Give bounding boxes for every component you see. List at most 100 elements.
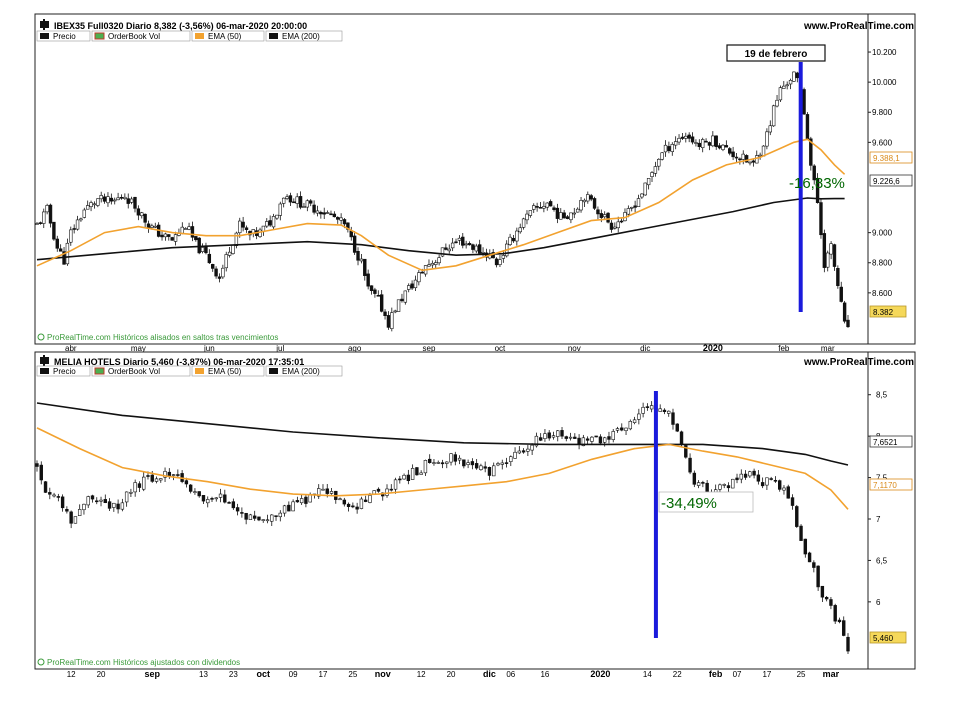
melia-candle-body [278,512,282,518]
melia-candle-body [398,478,402,481]
ibex-candle-body [447,248,451,252]
ibex-candle-body [140,212,144,217]
ibex-ema50-label-box [869,151,913,164]
ibex-candle-body [305,200,310,208]
ibex-candle-body [792,71,796,82]
ibex-candle-body [325,212,330,214]
ibex-candle-body [640,193,644,198]
melia-x-tick-label: 14 [643,670,652,679]
ibex-candle-body [35,223,39,225]
ibex-candle-body [464,243,468,246]
melia-candle-body [692,472,697,485]
melia-legend-label-ema200: EMA (200) [282,367,320,376]
ibex-candle-body [136,208,141,216]
melia-candle-body [543,433,547,439]
melia-legend-item-ema200[interactable] [265,365,343,377]
melia-x-tick-label: 16 [540,670,549,679]
melia-legend-item-orderbook[interactable] [91,365,191,377]
melia-x-tick-label: 25 [797,670,806,679]
ibex-candle-body [511,237,516,242]
ibex-candle-body [572,212,576,215]
ibex-candle-body [819,202,823,236]
melia-candle-body [39,464,43,481]
ibex-ema50-label: 9.388,1 [873,154,900,163]
ibex-candle-body [295,196,299,204]
melia-ema200-label-box [869,435,913,448]
ibex-candle-body [707,142,712,146]
melia-candle-body [257,516,261,521]
melia-ema50-line [36,427,849,510]
ibex-candle-body [515,230,519,242]
melia-candle-body [513,451,517,459]
ibex-candle-body [278,203,282,216]
melia-candle-body [265,519,270,522]
ibex-legend-item-orderbook[interactable] [91,30,191,42]
ibex-x-tick-label: may [131,344,146,353]
ibex-candle-body [369,285,374,291]
ibex-candle-body [542,206,546,209]
ibex-candle-body [393,310,397,313]
melia-candle-body [483,466,487,469]
melia-x-tick-label: 06 [506,670,515,679]
ibex-candle-body [194,236,198,241]
melia-candle-body [449,453,453,463]
ibex-candle-body [322,212,326,215]
melia-candle-body [812,562,816,568]
ibex-candle-body [400,298,404,302]
melia-x-tick-label: 2020 [590,669,610,679]
ibex-candle-body [788,79,793,85]
ibex-candle-body [200,247,205,252]
melia-candle-body [56,496,61,498]
melia-candle-body [496,463,500,466]
melia-legend-item-ema50[interactable] [191,365,265,377]
melia-candle-body [282,505,287,514]
ibex-candle-body [471,244,475,250]
ibex-series [35,62,850,332]
melia-candle-body [270,514,274,522]
ibex-legend-item-price[interactable] [36,30,91,42]
melia-candle-body [487,467,492,476]
melia-candle-body [509,456,513,462]
ibex-candle-body [836,267,840,287]
melia-legend-item-price[interactable] [36,365,91,377]
ibex-candle-body [417,272,421,283]
ibex-candle-body [805,114,810,140]
melia-candle-body [649,405,654,410]
melia-candle-body [765,477,769,486]
melia-candle-body [423,460,428,474]
ibex-candle-body [373,289,377,294]
ibex-y-tick-label: 9.600 [872,138,893,147]
ibex-candle-body [430,263,435,266]
melia-candle-body [197,491,201,497]
melia-ema200-label: 7,6521 [873,438,898,447]
ibex-candle-body [738,158,742,161]
ibex-candle-body [589,195,593,200]
melia-candle-body [248,514,253,520]
melia-candle-body [227,502,231,504]
ibex-candle-body [569,212,573,221]
ibex-candle-body [724,145,729,148]
ibex-x-axis: abr may jun jul ago sep oct nov dic 2020 feb mar [65,343,835,353]
melia-candle-body [308,494,312,503]
ibex-candle-body [802,89,806,115]
melia-title-icon [40,355,49,366]
ibex-candle-body [582,199,587,203]
ibex-candle-body [575,208,580,213]
ibex-legend-item-ema50[interactable] [191,30,265,42]
melia-candle-body [218,493,223,498]
melia-candle-body [321,488,325,491]
melia-candle-body [406,474,411,481]
ibex-candle-body [72,228,76,230]
ibex-candle-body [765,131,769,147]
ema50-icon [195,33,204,39]
ibex-candle-body [755,155,759,164]
melia-candle-body [594,435,598,438]
melia-candle-body [252,515,257,519]
ibex-ema50-line [36,138,846,272]
ibex-candle-body [363,258,367,276]
melia-legend: Precio OrderBook Vol EMA (50) EMA (200) [36,365,343,377]
ibex-candle-body [444,247,448,250]
ibex-legend-item-ema200[interactable] [265,30,343,42]
ibex-candle-body [102,196,107,202]
